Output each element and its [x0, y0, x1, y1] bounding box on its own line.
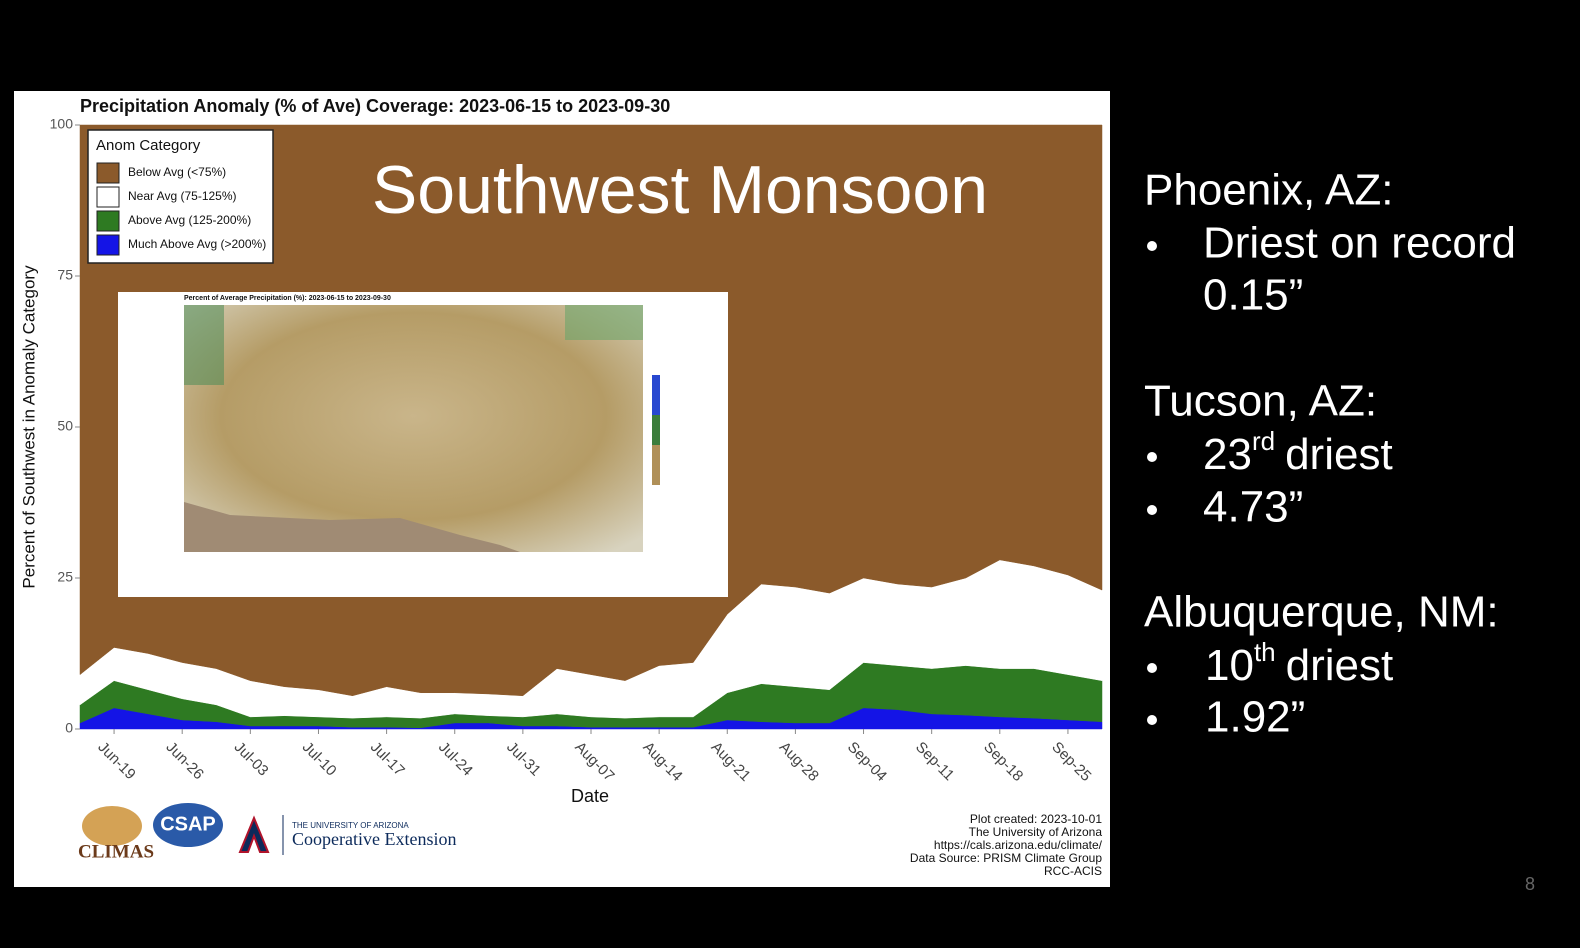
logos: CLIMAS CSAP THE UNIVERSITY OF ARIZONA Co… [78, 803, 456, 862]
rank-suffix: th [1254, 637, 1276, 667]
legend-label: Much Above Avg (>200%) [128, 237, 266, 251]
note-line: Data Source: PRISM Climate Group [910, 851, 1102, 865]
legend-title: Anom Category [96, 137, 201, 154]
climas-label: CLIMAS [78, 841, 154, 862]
inset-colorbar [652, 445, 660, 485]
bullet [1147, 715, 1157, 725]
bullet [1147, 452, 1157, 462]
csap-logo [153, 803, 223, 847]
extension-label: Cooperative Extension [292, 829, 456, 849]
legend-swatch [96, 234, 120, 256]
city-name: Phoenix, AZ: [1144, 166, 1393, 215]
rank-text: driest [1286, 641, 1394, 690]
page-number: 8 [1525, 874, 1535, 894]
x-axis-label: Date [571, 786, 609, 806]
inset-wet-area [184, 305, 224, 385]
bullet-text: 4.73” [1203, 483, 1303, 532]
legend-swatch [96, 186, 120, 208]
note-line: The University of Arizona [969, 825, 1103, 839]
note-line: Plot created: 2023-10-01 [970, 812, 1102, 826]
chart-title: Precipitation Anomaly (% of Ave) Coverag… [80, 96, 670, 116]
legend-label: Below Avg (<75%) [128, 165, 226, 179]
note-line: RCC-ACIS [1044, 864, 1102, 878]
bullet [1147, 663, 1157, 673]
overlay-title: Southwest Monsoon [372, 152, 988, 228]
bullet-text: 1.92” [1205, 693, 1305, 742]
y-tick-label: 25 [57, 569, 73, 585]
bullet-text: Driest on record [1203, 219, 1516, 268]
bullet-text: 0.15” [1203, 271, 1303, 320]
legend-label: Near Avg (75-125%) [128, 189, 237, 203]
arizona-logo [238, 815, 270, 853]
y-tick-label: 0 [65, 720, 73, 736]
csap-label: CSAP [160, 813, 216, 835]
university-label: THE UNIVERSITY OF ARIZONA [292, 821, 409, 830]
bullet [1147, 241, 1157, 251]
climas-logo [82, 806, 142, 846]
rank-suffix: rd [1252, 426, 1275, 456]
city-name: Albuquerque, NM: [1144, 588, 1499, 637]
bullet-text: 10th driest [1205, 637, 1393, 690]
legend-box [87, 129, 274, 264]
legend-items: Below Avg (<75%) Near Avg (75-125%) Above … [96, 162, 266, 256]
slide-text: Phoenix, AZ: Driest on record 0.15” Tucs… [1144, 166, 1516, 742]
y-tick-label: 50 [57, 418, 73, 434]
rank: 10 [1205, 641, 1254, 690]
inset-colorbar [652, 375, 660, 415]
rank-text: driest [1285, 430, 1393, 479]
rank: 23 [1203, 430, 1252, 479]
inset-wet-area [565, 305, 643, 340]
legend-swatch [96, 162, 120, 184]
city-name: Tucson, AZ: [1144, 377, 1377, 426]
inset-map-image [184, 305, 643, 552]
note-line: https://cals.arizona.edu/climate/ [934, 838, 1103, 852]
inset-map: Percent of Average Precipitation (%): 20… [118, 292, 728, 597]
y-axis-label: Percent of Southwest in Anomaly Category [19, 265, 38, 589]
legend-swatch [96, 210, 120, 232]
legend: Anom Category Below Avg (<75%) Near Avg (… [87, 129, 274, 264]
bullet [1147, 505, 1157, 515]
y-tick-label: 75 [57, 267, 73, 283]
bullet-text: 23rd driest [1203, 426, 1393, 479]
legend-label: Above Avg (125-200%) [128, 213, 251, 227]
inset-title: Percent of Average Precipitation (%): 20… [184, 295, 391, 302]
inset-mexico [184, 502, 520, 552]
inset-colorbar [652, 375, 660, 485]
y-tick-label: 100 [50, 116, 74, 132]
